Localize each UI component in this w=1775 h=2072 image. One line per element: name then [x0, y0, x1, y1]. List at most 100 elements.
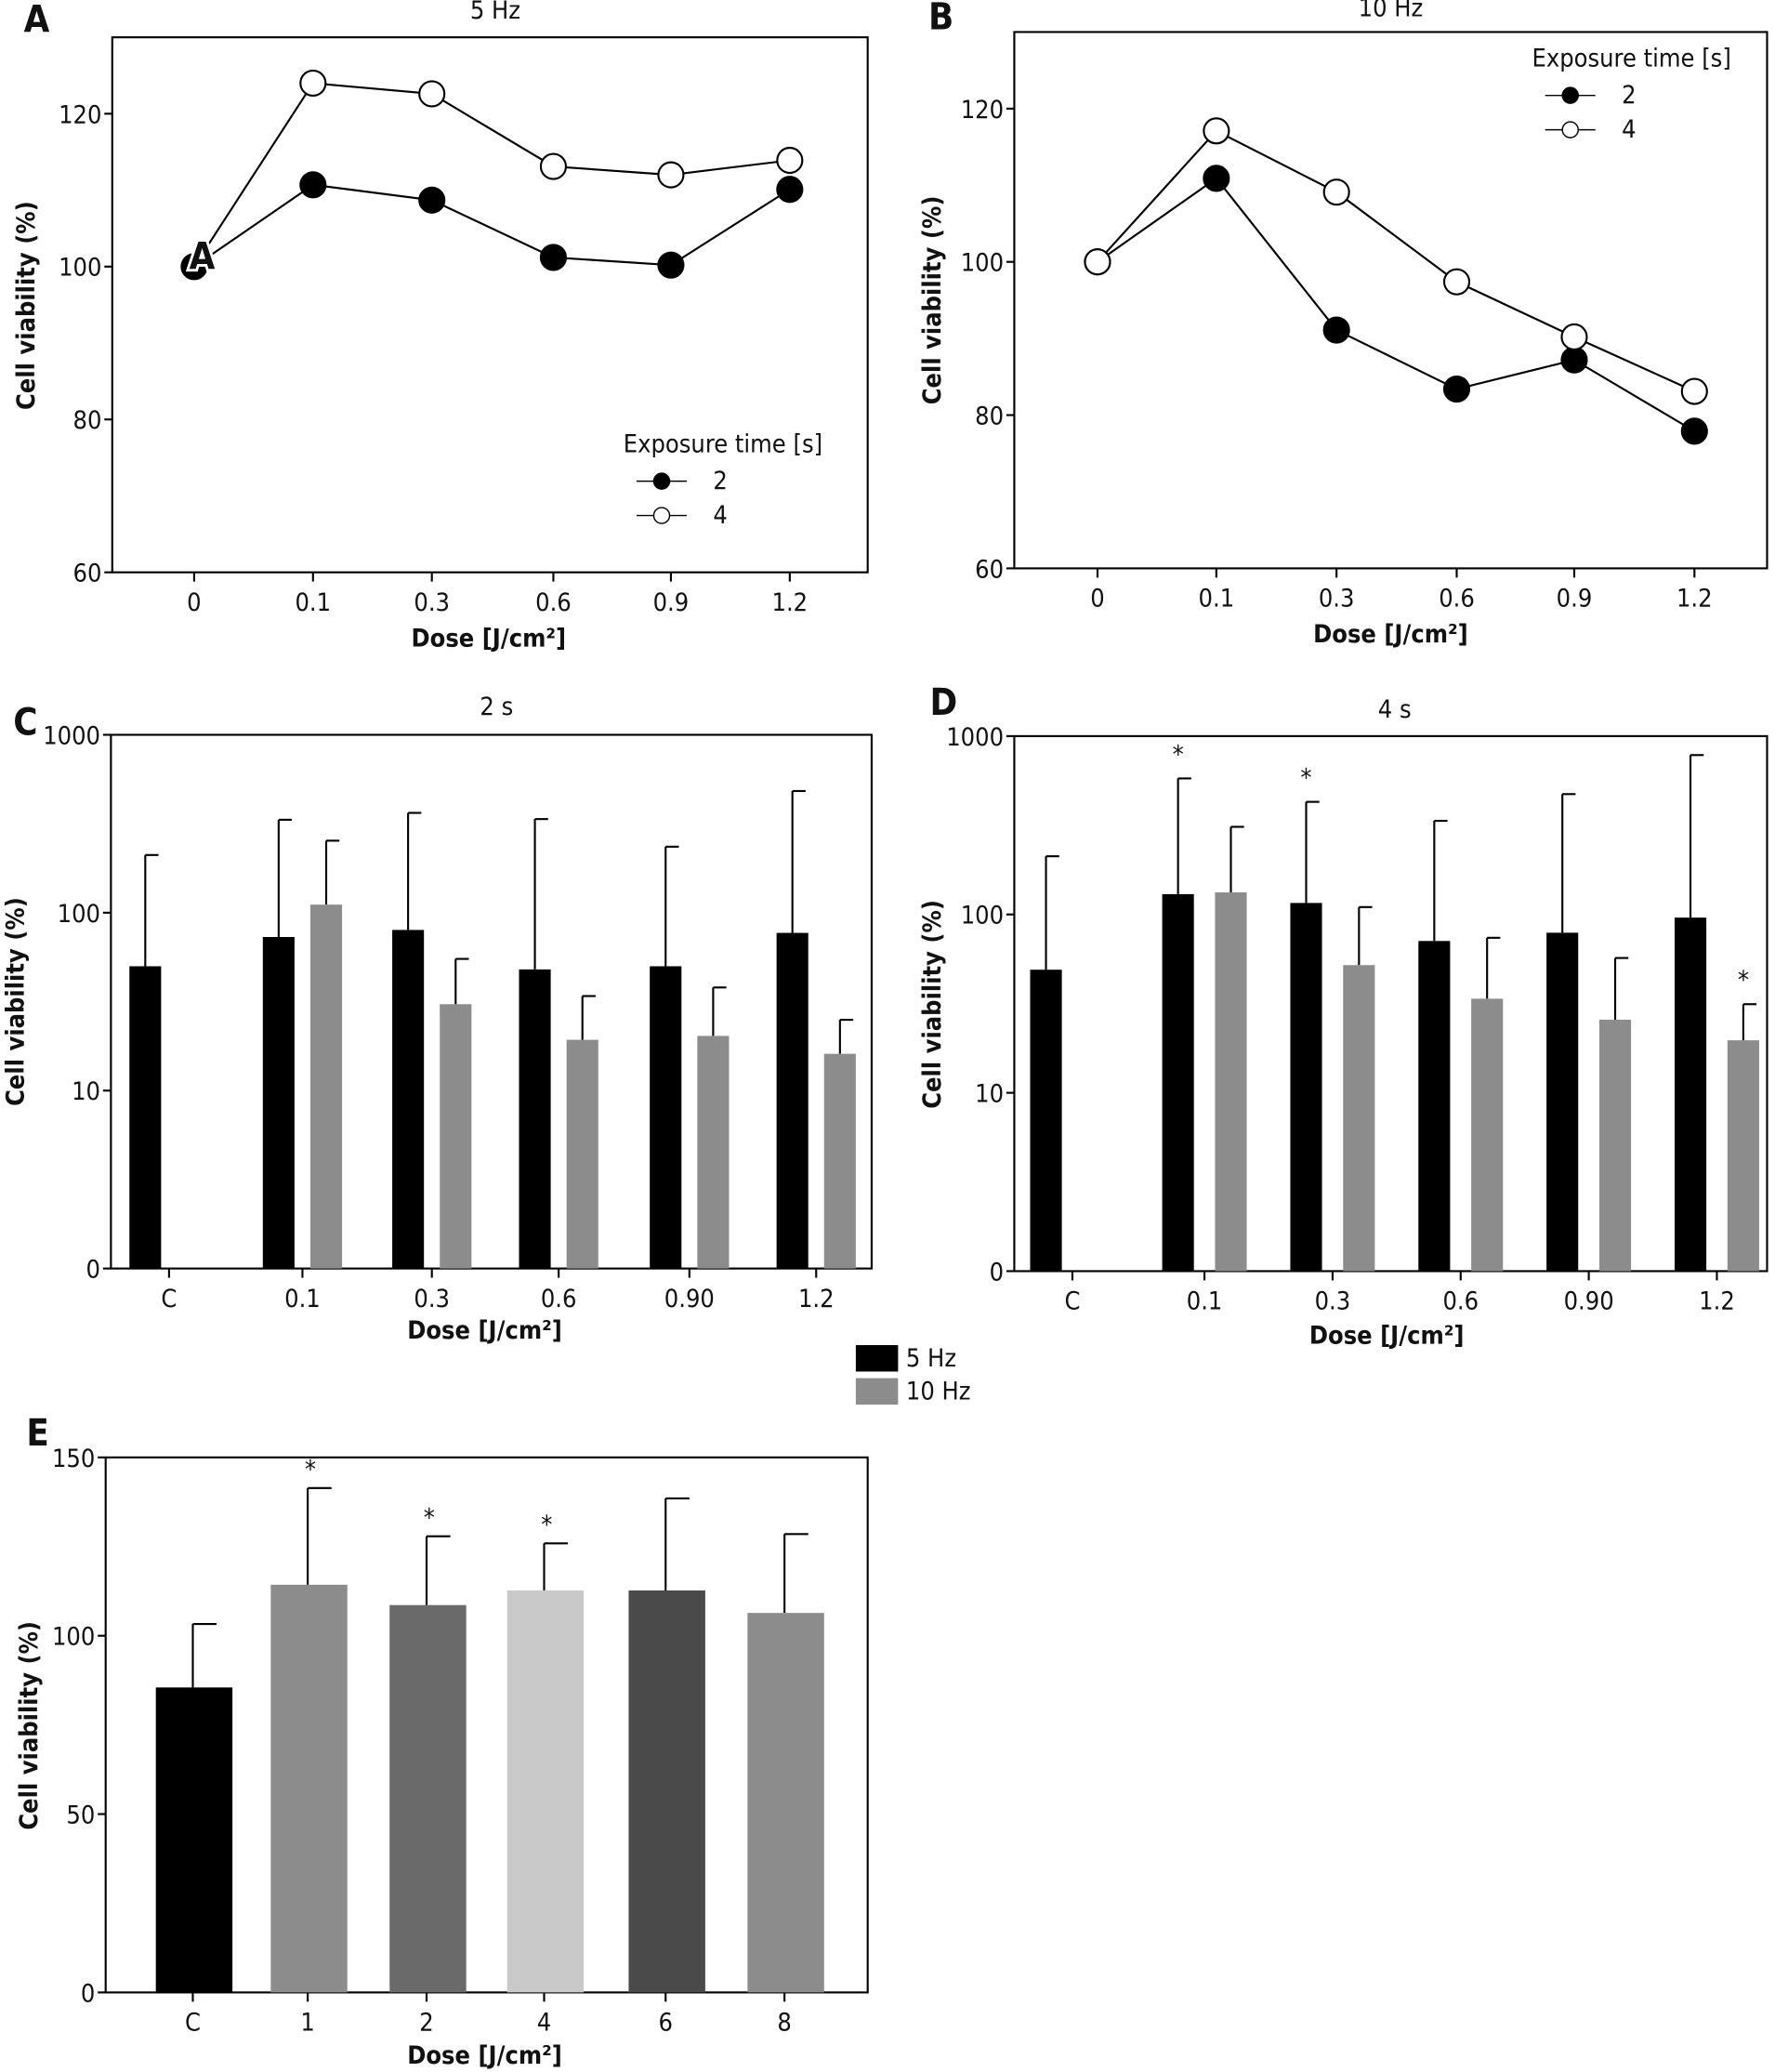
chart-title: 5 Hz — [470, 0, 520, 25]
legend-marker — [1561, 121, 1579, 139]
panel-letter: B — [928, 0, 953, 39]
x-tick-label: 0.90 — [1564, 1287, 1614, 1316]
bar — [1343, 965, 1375, 1272]
panel-a: A 5 Hz 60 80 100 120 0 0.1 0.3 0.6 0.9 1.2 Dose [J/c… — [12, 0, 869, 653]
bar — [155, 1687, 233, 1993]
data-point — [539, 244, 568, 271]
bar — [823, 1053, 856, 1269]
bar — [309, 904, 343, 1269]
frequency-legend: 5 Hz 10 Hz — [855, 1344, 971, 1406]
legend-label-5hz: 5 Hz — [906, 1344, 956, 1373]
data-point — [1560, 346, 1588, 374]
plot-frame — [1013, 31, 1768, 570]
bar — [519, 969, 551, 1269]
data-point — [1203, 165, 1230, 192]
data-point — [1680, 417, 1708, 445]
overlay-label: A — [190, 236, 216, 279]
series-line-4 — [193, 82, 790, 268]
y-axis-label: Cell viability (%) — [918, 196, 947, 405]
bar — [506, 1590, 585, 1993]
y-tick-label: 10 — [72, 1077, 100, 1106]
legend-swatch-5hz — [855, 1345, 899, 1372]
chart-title: 4 s — [1378, 695, 1412, 724]
bar — [1418, 941, 1451, 1272]
y-tick-label: 1000 — [946, 723, 1004, 752]
x-tick-label: C — [185, 2009, 201, 2038]
bar — [1215, 891, 1247, 1272]
panel-d: D 4 s 0 10 100 1000 C 0.1 0.3 0.6 0.90 1.2 Dose [J/c… — [918, 681, 1768, 1351]
x-tick-label: 0.6 — [1439, 585, 1475, 614]
legend-entry: 2 — [1622, 81, 1636, 110]
x-tick-label: 0.3 — [414, 588, 450, 617]
significance-mark: * — [1173, 740, 1184, 769]
x-tick-label: 0.1 — [1199, 585, 1235, 614]
y-axis-label: Cell viability (%) — [2, 897, 31, 1106]
x-tick-label: 0.6 — [541, 1285, 577, 1313]
data-point — [1203, 117, 1230, 145]
data-point — [1084, 248, 1111, 276]
bar — [392, 930, 425, 1269]
x-tick-label: C — [1064, 1287, 1080, 1316]
y-tick-label: 0 — [81, 1979, 95, 2008]
x-tick-label: 4 — [537, 2009, 551, 2038]
x-axis-label: Dose [J/cm²] — [407, 2041, 562, 2070]
legend-entry: 2 — [713, 467, 727, 495]
x-tick-label: 0.6 — [535, 588, 572, 617]
y-tick-label: 60 — [73, 560, 102, 588]
legend-marker — [652, 507, 671, 524]
bar — [1030, 970, 1062, 1272]
x-tick-label: 1.2 — [798, 1285, 835, 1313]
x-tick-label: 1.2 — [1676, 585, 1713, 614]
panel-letter: D — [929, 681, 957, 724]
y-tick-label: 120 — [59, 100, 101, 129]
x-axis-label: Dose [J/cm²] — [1313, 620, 1468, 649]
panel-letter: E — [26, 1412, 48, 1455]
y-tick-label: 0 — [990, 1258, 1004, 1287]
legend-entry: 4 — [1622, 115, 1636, 144]
legend-swatch-10hz — [855, 1378, 899, 1405]
y-axis-label: Cell viability (%) — [15, 1621, 44, 1830]
data-point — [1442, 268, 1471, 296]
bar — [747, 1613, 824, 1993]
legend-title: Exposure time [s] — [624, 429, 822, 458]
significance-mark: * — [305, 1455, 316, 1484]
x-tick-label: 0.3 — [414, 1285, 450, 1313]
bar — [1598, 1019, 1632, 1272]
series-line-2 — [1097, 177, 1695, 432]
x-tick-label: 0.90 — [664, 1285, 715, 1313]
data-point — [1322, 178, 1350, 206]
panel-e: E 0 50 100 150 C 1 2 4 6 8 Dose [J/cm²] Cell viabili… — [15, 1412, 869, 2070]
data-point — [776, 176, 804, 204]
legend-entry: 4 — [713, 501, 727, 530]
legend-marker — [1561, 86, 1579, 104]
series-line-4 — [1097, 129, 1695, 392]
x-tick-label: 0.9 — [653, 588, 690, 617]
x-tick-label: 0.3 — [1319, 585, 1355, 614]
bar — [440, 1004, 472, 1269]
data-point — [418, 80, 446, 108]
y-tick-label: 100 — [58, 900, 100, 929]
x-tick-label: 0 — [187, 588, 201, 617]
bar — [776, 932, 809, 1269]
plot-frame — [110, 733, 874, 1270]
data-point — [657, 251, 685, 279]
data-point — [657, 161, 685, 189]
data-point — [1680, 377, 1708, 405]
y-tick-label: 120 — [961, 96, 1004, 125]
x-tick-label: 0.6 — [1442, 1287, 1479, 1316]
x-tick-label: C — [161, 1285, 177, 1313]
x-tick-label: 8 — [777, 2009, 791, 2038]
bar — [566, 1039, 598, 1269]
x-tick-label: 0.1 — [284, 1285, 321, 1313]
significance-mark: * — [541, 1511, 552, 1539]
x-tick-label: 0.3 — [1315, 1287, 1351, 1316]
bar — [262, 937, 295, 1269]
y-tick-label: 100 — [59, 254, 101, 283]
data-point — [1322, 316, 1350, 344]
x-tick-label: 0 — [1090, 585, 1104, 614]
x-axis-label: Dose [J/cm²] — [411, 624, 566, 653]
data-point — [299, 69, 327, 98]
x-tick-label: 1 — [300, 2009, 314, 2038]
